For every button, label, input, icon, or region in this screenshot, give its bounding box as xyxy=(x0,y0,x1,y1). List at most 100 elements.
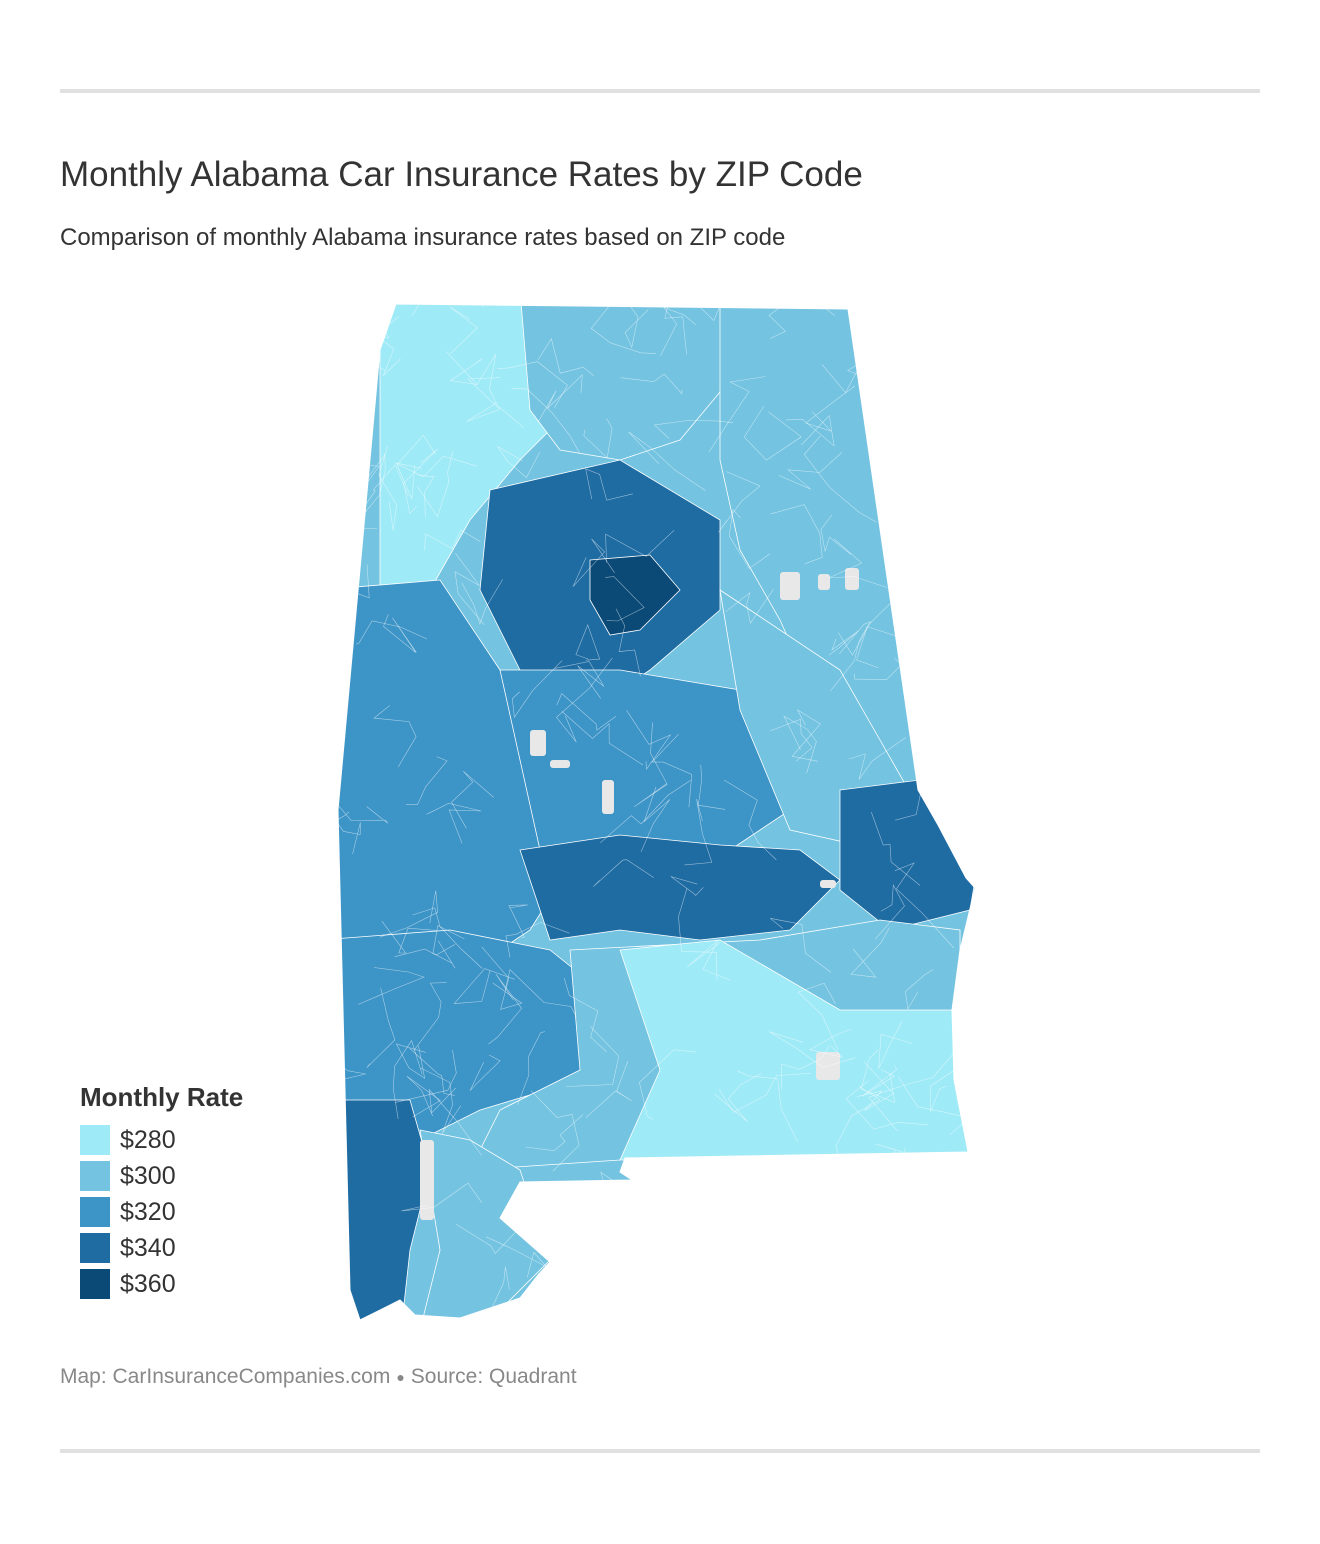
zip-border-line xyxy=(481,946,523,1010)
zip-border-line xyxy=(868,1042,964,1132)
legend-item-320: $320 xyxy=(80,1194,340,1230)
zip-border-line xyxy=(770,918,832,973)
zip-border-line xyxy=(723,779,777,861)
zip-border-line xyxy=(378,445,398,531)
zip-border-line xyxy=(714,1073,762,1122)
zip-border-line xyxy=(338,666,341,728)
zip-border-line xyxy=(983,485,1001,527)
zip-border-line xyxy=(405,290,448,301)
zip-border-line xyxy=(785,414,835,447)
zip-border-line xyxy=(392,1039,423,1119)
zip-border-line xyxy=(561,711,644,766)
no-data-layer xyxy=(420,568,859,1220)
zip-border-line xyxy=(850,927,890,978)
zip-border-line xyxy=(783,715,817,774)
zip-border-line xyxy=(466,377,501,422)
zip-border-line xyxy=(769,718,813,762)
zip-border-line xyxy=(781,1045,830,1090)
zip-border-line xyxy=(488,974,522,1045)
region-montgomery-belt xyxy=(519,834,841,941)
zip-border-line xyxy=(511,660,563,719)
zip-border-line xyxy=(895,522,917,585)
zip-border-line xyxy=(486,1266,510,1320)
zip-border-line xyxy=(420,1067,462,1134)
zip-border-line xyxy=(768,304,836,339)
zip-border-line xyxy=(917,420,961,476)
zip-border-line xyxy=(356,620,428,645)
zip-border-line xyxy=(623,1270,663,1301)
zip-border-line xyxy=(952,635,975,664)
zip-border-line xyxy=(687,939,731,981)
zip-border-line xyxy=(605,529,675,563)
zip-border-line xyxy=(424,529,481,551)
zip-border-line xyxy=(963,407,975,476)
zip-border-line xyxy=(554,661,605,699)
zip-border-line xyxy=(862,1065,898,1097)
zip-border-line xyxy=(848,737,906,780)
separator-dot: ● xyxy=(396,1369,405,1386)
zip-border-line xyxy=(511,388,580,454)
top-divider xyxy=(60,89,1260,93)
zip-border-line xyxy=(537,338,594,377)
zip-border-line xyxy=(620,373,683,395)
zip-border-line xyxy=(718,471,761,533)
zip-border-line xyxy=(583,418,613,459)
zip-border-line xyxy=(660,304,763,322)
legend-label-360: $360 xyxy=(120,1270,176,1298)
zip-border-line xyxy=(373,705,417,768)
zip-border-line xyxy=(338,804,389,824)
no-data-area xyxy=(420,1140,434,1220)
zip-border-line xyxy=(525,1114,584,1152)
zip-border-line xyxy=(556,657,613,743)
zip-border-line xyxy=(931,634,961,659)
legend-item-360: $360 xyxy=(80,1266,340,1302)
zip-border-line xyxy=(432,925,465,956)
legend-title: Monthly Rate xyxy=(80,1082,244,1112)
zip-border-line xyxy=(664,304,687,355)
zip-border-line xyxy=(725,589,774,624)
zip-border-line xyxy=(585,1060,632,1118)
zip-border-line xyxy=(860,1049,896,1103)
legend-label-300: $300 xyxy=(120,1162,176,1190)
zip-border-line xyxy=(505,922,570,958)
zip-border-line xyxy=(350,453,386,531)
zip-border-line xyxy=(845,1080,929,1130)
zip-border-line xyxy=(426,802,482,844)
zip-border-line xyxy=(956,577,975,625)
zip-border-line xyxy=(406,756,448,805)
zip-border-line xyxy=(678,888,718,981)
zip-border-line xyxy=(626,710,672,770)
zip-border-line xyxy=(837,621,872,656)
chart-title: Monthly Alabama Car Insurance Rates by Z… xyxy=(60,155,863,194)
zip-border-line xyxy=(770,504,823,565)
zip-border-line xyxy=(802,1220,843,1279)
no-data-area xyxy=(820,880,836,888)
zip-border-line xyxy=(412,907,483,969)
region-birmingham-core xyxy=(589,554,681,636)
zip-border-line xyxy=(634,722,668,808)
zip-border-line xyxy=(461,579,503,625)
zip-region-layer xyxy=(338,304,975,1320)
zip-border-line xyxy=(690,1267,755,1292)
zip-border-line xyxy=(449,306,478,354)
zip-border-line xyxy=(469,1054,501,1091)
zip-border-line xyxy=(878,1021,913,1069)
zip-border-line xyxy=(984,713,1000,761)
zip-border-line xyxy=(413,982,447,1051)
zip-border-line xyxy=(497,446,541,479)
zip-border-line xyxy=(338,811,350,850)
no-data-area xyxy=(550,760,570,768)
zip-border-line xyxy=(593,859,654,887)
legend-swatch-320 xyxy=(80,1197,110,1227)
footer-credits: Map: CarInsuranceCompanies.com ● Source: Q… xyxy=(60,1363,577,1391)
zip-border-line xyxy=(395,1050,457,1103)
legend-swatch-340 xyxy=(80,1233,110,1263)
legend-label-280: $280 xyxy=(120,1126,176,1154)
zip-border-line xyxy=(496,361,568,409)
zip-border-line xyxy=(615,608,641,677)
alabama-map xyxy=(320,290,1000,1340)
zip-border-line xyxy=(563,977,607,1052)
zip-border-line xyxy=(930,1067,959,1112)
zip-border-line xyxy=(354,464,409,522)
zip-border-line xyxy=(797,982,839,1050)
